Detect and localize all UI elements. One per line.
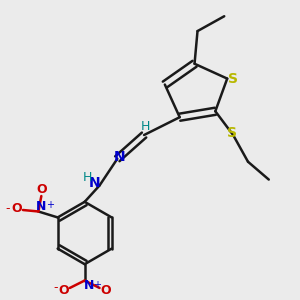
Text: +: + — [93, 280, 101, 290]
Text: O: O — [36, 183, 46, 196]
Text: N: N — [36, 200, 46, 213]
Text: -: - — [53, 281, 58, 295]
Text: O: O — [11, 202, 22, 215]
Text: O: O — [101, 284, 111, 297]
Text: H: H — [82, 171, 92, 184]
Text: N: N — [88, 176, 100, 190]
Text: S: S — [227, 126, 237, 140]
Text: N: N — [84, 279, 94, 292]
Text: -: - — [6, 202, 10, 215]
Text: H: H — [141, 120, 150, 133]
Text: O: O — [58, 284, 69, 297]
Text: +: + — [46, 200, 54, 210]
Text: N: N — [114, 150, 125, 164]
Text: S: S — [228, 72, 238, 86]
